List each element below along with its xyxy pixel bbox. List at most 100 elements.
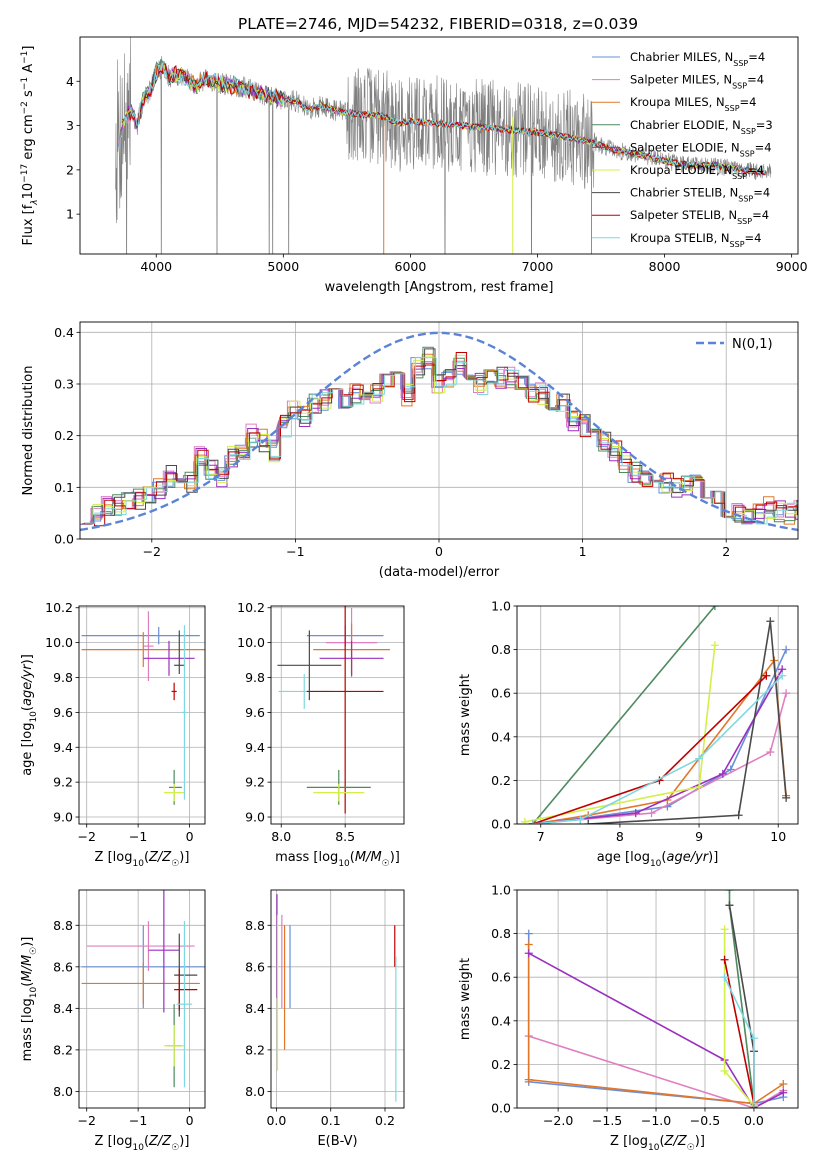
x-axis-label: Z [log10(Z/Z☉)] (610, 1134, 705, 1153)
x-tick-label: 0.2 (375, 1113, 395, 1128)
series-marker (524, 1075, 533, 1084)
y-tick-label: 0.4 (54, 325, 74, 340)
data-point (181, 625, 187, 800)
data-point (174, 630, 185, 675)
spectrum-panel: 4000 5000 6000 7000 8000 9000 1 2 3 4 wavelength [… (20, 36, 808, 295)
x-axis-label: age [log10(age/yr)] (597, 850, 719, 869)
y-tick-label: 8.2 (53, 1042, 73, 1057)
data-point (143, 611, 154, 681)
series-marker (584, 820, 593, 824)
y-tick-label: 8.8 (245, 918, 265, 933)
y-tick-label: 8.4 (245, 1001, 265, 1016)
y-axis-label: mass [log10(M/M☉)] (20, 937, 39, 1062)
data-point (176, 921, 193, 1088)
y-axis-label: Normed distribution (21, 366, 36, 496)
x-tick-label: 7 (537, 829, 545, 844)
x-tick-label: 0.1 (321, 1113, 341, 1128)
x-axis-label: E(B-V) (317, 1134, 357, 1149)
mass-vs-z-points (81, 890, 205, 1088)
series-marker (647, 809, 656, 818)
y-tick-label: 0.6 (491, 686, 511, 701)
series-marker (710, 606, 719, 610)
plot-frame (516, 889, 799, 1109)
series-line (532, 658, 787, 824)
age-vs-mass-points (277, 606, 390, 814)
x-axis-label: Z [log10(Z/Z☉)] (95, 1134, 190, 1153)
x-tick-label: 4000 (140, 259, 172, 274)
y-tick-label: 9.0 (245, 810, 265, 825)
series-marker (734, 811, 743, 820)
residuals-panel: −2 −1 0 1 2 0.0 0.1 0.2 0.3 0.4 (data-model)/error… (21, 321, 799, 580)
histogram-series-2 (80, 360, 798, 525)
series-line (532, 668, 783, 824)
x-tick-label: −1 (129, 829, 147, 844)
x-axis-label: Z [log10(Z/Z☉)] (95, 850, 190, 869)
series-marker (762, 671, 771, 680)
y-tick-label: 0.1 (54, 480, 74, 495)
histogram-series-4 (81, 346, 798, 525)
x-tick-label: 6000 (395, 259, 427, 274)
y-tick-label: 0.0 (491, 817, 511, 832)
weight-series-4 (528, 606, 719, 824)
y-tick-label: 8.6 (53, 959, 73, 974)
spectrum-legend: Chabrier MILES, NSSP=4 Salpeter MILES, NS… (592, 50, 773, 248)
series-marker (725, 890, 734, 894)
x-tick-label: 0 (186, 829, 194, 844)
x-tick-label: −2 (143, 544, 161, 559)
weight-vs-age-panel: 7 8 9 10 0.0 0.2 0.4 0.6 0.8 1.0 age [log10(age/yr… (458, 599, 799, 869)
series-marker (710, 641, 719, 650)
data-point (86, 921, 195, 971)
x-tick-label: −0.5 (690, 1113, 720, 1128)
series-marker (520, 817, 529, 824)
data-point (163, 783, 185, 802)
y-tick-label: 8.2 (245, 1042, 265, 1057)
x-tick-label: 0.0 (744, 1113, 764, 1128)
y-tick-label: 0.8 (491, 642, 511, 657)
weight-series-5 (528, 665, 787, 824)
y-tick-label: 0.2 (491, 1057, 511, 1072)
legend-label: Chabrier MILES, NSSP=4 (630, 50, 765, 68)
series-line (588, 621, 787, 824)
legend-label: Salpeter STELIB, NSSP=4 (630, 208, 769, 226)
series-marker (766, 617, 775, 626)
x-tick-label: 9000 (776, 259, 808, 274)
x-tick-label: 2 (722, 544, 730, 559)
data-point (163, 1024, 185, 1067)
y-tick-label: 1.0 (491, 599, 511, 614)
y-tick-label: 9.2 (53, 775, 73, 790)
weight-series-7 (584, 617, 791, 824)
series-marker (749, 1099, 758, 1108)
x-tick-label: 8 (616, 829, 624, 844)
series-marker (778, 671, 787, 680)
x-tick-label: −2 (77, 829, 95, 844)
y-tick-label: 9.0 (53, 810, 73, 825)
y-tick-label: 9.8 (53, 670, 73, 685)
series-marker (749, 1034, 758, 1043)
weight-series-6 (520, 641, 719, 824)
legend-label: Salpeter MILES, NSSP=4 (630, 73, 764, 91)
x-axis-label: wavelength [Angstrom, rest frame] (325, 280, 554, 295)
weight-series-3 (524, 940, 788, 1108)
y-tick-label: 9.4 (53, 740, 73, 755)
data-point (148, 890, 180, 1013)
y-tick-label: 10.0 (45, 635, 73, 650)
plot-frame (78, 889, 206, 1109)
y-axis-label: Flux [fλ10−17 erg cm−2 s−1 A−1] (20, 46, 40, 246)
y-tick-label: 8.8 (53, 918, 73, 933)
series-marker (695, 782, 704, 791)
y-tick-label: 9.8 (245, 670, 265, 685)
plot-frame (78, 605, 206, 825)
series-marker (720, 973, 729, 982)
x-tick-label: 8.0 (271, 829, 291, 844)
plot-frame (516, 605, 799, 825)
data-point (174, 968, 198, 1011)
age-vs-z-points (81, 611, 205, 805)
y-tick-label: 8.6 (245, 959, 265, 974)
y-tick-label: 8.0 (53, 1084, 73, 1099)
y-tick-label: 0.2 (54, 428, 74, 443)
weight-vs-metallicity-panel: −2.0 −1.5 −1.0 −0.5 0.0 0.0 0.2 0.4 0.6 0.8 1.0 Z [… (458, 883, 799, 1153)
weight-vs-z-lines (524, 890, 788, 1108)
y-tick-label: 0.8 (491, 926, 511, 941)
data-point (306, 606, 384, 814)
